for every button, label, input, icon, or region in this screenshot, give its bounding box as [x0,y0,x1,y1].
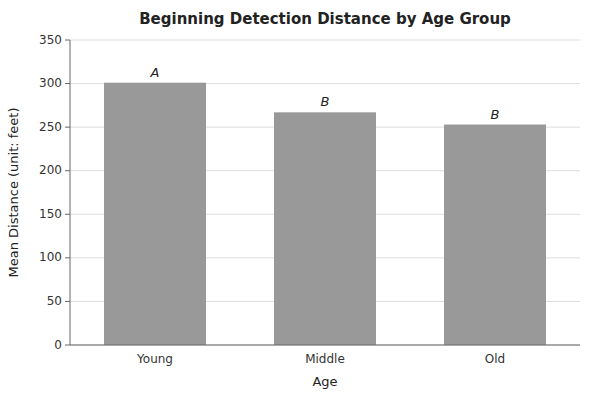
y-tick-label: 250 [39,120,62,134]
y-axis-line [70,40,71,345]
bars [104,83,546,345]
y-tick [65,40,70,41]
y-tick-label: 350 [39,33,62,47]
chart-container: 0 50 100 150 200 250 300 350 A B B Young Middle Old Be… [0,0,600,400]
annotation: B [321,94,330,109]
y-axis-label: Mean Distance (unit: feet) [6,107,21,277]
title: Beginning Detection Distance by Age Grou… [139,10,511,28]
bar [104,83,206,345]
y-tick [65,301,70,302]
grid-line [70,345,580,346]
x-tick-label: Old [485,352,505,366]
y-tick-label: 300 [39,76,62,90]
x-tick-label: Middle [305,352,345,366]
y-tick [65,257,70,258]
bar [444,125,546,345]
bar [274,112,376,345]
annotation: B [491,107,500,122]
grid [70,40,580,345]
y-tick-label: 50 [47,294,62,308]
y-tick [65,214,70,215]
y-tick [65,345,70,346]
annotation: A [150,65,160,80]
y-tick-label: 0 [54,338,62,352]
x-tick-label: Young [136,352,173,366]
y-tick [65,127,70,128]
y-tick-label: 200 [39,163,62,177]
x-axis-label: Age [312,374,337,389]
chart-svg: 0 50 100 150 200 250 300 350 A B B Young Middle Old Be… [0,0,600,400]
y-tick-label: 100 [39,250,62,264]
grid-line [70,40,580,41]
x-axis-line [70,345,580,346]
y-tick [65,83,70,84]
y-tick [65,170,70,171]
y-tick-label: 150 [39,207,62,221]
